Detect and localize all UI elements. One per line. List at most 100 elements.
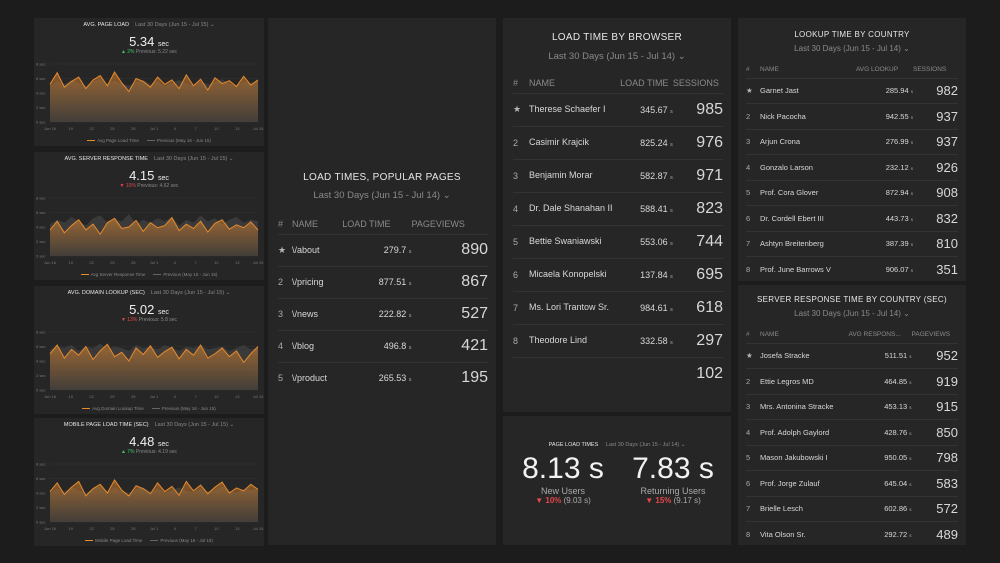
row-rank: 3 — [746, 128, 760, 155]
table-row[interactable]: ★ Josefa Stracke 511.51 s 952 — [746, 342, 958, 369]
table-row[interactable]: 6 Prof. Jorge Zulauf 645.04 s 583 — [746, 470, 958, 496]
table-row[interactable]: ★ Garnet Jast 285.94 s 982 — [746, 77, 958, 104]
col-time: AVG RESPONS... — [848, 331, 901, 339]
table-row[interactable]: 2 \/pricing 877.51 s 867 — [278, 265, 488, 298]
table-row[interactable]: 3 Benjamin Morar 582.87 s 971 — [513, 158, 723, 192]
row-time-value: 825.24 — [640, 137, 668, 148]
card-previous: Previous: 4.62 sec — [137, 183, 179, 189]
row-rank: 3 — [278, 297, 292, 330]
row-count: 572 — [911, 495, 958, 522]
table-row[interactable]: 5 \/product 265.53 s 195 — [278, 361, 488, 394]
x-tick-label: Jun 16 — [44, 126, 57, 131]
table-row[interactable]: 4 Dr. Dale Shanahan II 588.41 s 823 — [513, 191, 723, 225]
y-tick-label: 6 sec — [36, 76, 46, 81]
table-row[interactable]: ★ \/about 279.7 s 890 — [278, 233, 488, 266]
y-tick-label: 4 sec — [36, 491, 46, 496]
row-rank: 7 — [746, 495, 760, 522]
table-row[interactable]: 7 Ashtyn Breitenberg 387.39 s 810 — [746, 230, 958, 257]
card-delta-pct: 10% — [125, 183, 136, 189]
row-rank-number: 7 — [746, 504, 751, 514]
col-name: NAME — [760, 331, 779, 339]
table-row[interactable]: 5 Prof. Cora Glover 872.94 s 908 — [746, 179, 958, 206]
table-row[interactable]: 4 Prof. Adolph Gaylord 428.76 s 850 — [746, 419, 958, 445]
table-row[interactable]: 6 Dr. Cordell Ebert III 443.73 s 832 — [746, 205, 958, 231]
x-tick-label: 4 — [174, 394, 177, 399]
popular-pages-range[interactable]: Last 30 Days (Jun 15 - Jul 14) ⌄ — [268, 190, 496, 201]
row-time: 984.61 s — [620, 290, 673, 324]
table-row[interactable]: 5 Bettie Swaniawski 553.06 s 744 — [513, 224, 723, 258]
row-name: Mrs. Antonina Stracke — [760, 393, 849, 420]
table-row[interactable]: 4 \/blog 496.8 s 421 — [278, 329, 488, 362]
row-rank: 4 — [746, 154, 760, 180]
kpi-range[interactable]: Last 30 Days (Jun 15 - Jul 14) — [605, 442, 680, 448]
col-rank: # — [746, 331, 750, 339]
table-row[interactable]: 8 Prof. June Barrows V 906.07 s 351 — [746, 256, 958, 281]
x-tick-label: 19 — [69, 394, 74, 399]
row-time-unit: s — [670, 240, 673, 247]
row-time-unit: s — [670, 273, 673, 280]
current-series-area — [50, 217, 258, 256]
row-count: 695 — [672, 257, 723, 291]
legend-current-swatch — [82, 408, 91, 410]
x-tick-label: 25 — [110, 394, 115, 399]
card-range[interactable]: Last 30 Days (Jun 15 - Jul 15) — [150, 290, 225, 296]
row-time-value: 872.94 — [885, 188, 909, 198]
table-row[interactable]: 4 Gonzalo Larson 232.12 s 926 — [746, 154, 958, 180]
chevron-down-icon: ⌄ — [680, 442, 686, 448]
country-response-title: SERVER RESPONSE TIME BY COUNTRY (SEC) — [757, 295, 947, 304]
kpi-new-users: 8.13 s New Users ▼ 10% (9.03 s) — [509, 452, 617, 505]
country-lookup-range[interactable]: Last 30 Days (Jun 15 - Jul 14) ⌄ — [738, 44, 966, 53]
card-range[interactable]: Last 30 Days (Jun 15 - Jul 15) — [154, 422, 228, 428]
table-row[interactable]: 7 Brielle Lesch 602.86 s 572 — [746, 495, 958, 522]
table-row[interactable]: 102 — [513, 356, 723, 390]
row-time-value: 332.58 — [640, 335, 668, 346]
table-row[interactable]: 3 Mrs. Antonina Stracke 453.13 s 915 — [746, 393, 958, 420]
table-row[interactable]: 7 Ms. Lori Trantow Sr. 984.61 s 618 — [513, 290, 723, 324]
table-row[interactable]: ★ Therese Schaefer I 345.67 s 985 — [513, 92, 723, 126]
row-count: 850 — [911, 419, 958, 445]
metric-card: AVG. DOMAIN LOOKUP (SEC) Last 30 Days (Ju… — [34, 286, 264, 414]
table-row[interactable]: 2 Nick Pacocha 942.55 s 937 — [746, 103, 958, 129]
table-row[interactable]: 6 Micaela Konopelski 137.84 s 695 — [513, 257, 723, 291]
row-name: Micaela Konopelski — [529, 257, 621, 291]
card-title: AVG. DOMAIN LOOKUP (SEC) — [67, 290, 145, 296]
legend-current-swatch — [85, 540, 94, 542]
y-tick-label: 6 sec — [36, 476, 46, 481]
row-count: 102 — [672, 356, 723, 390]
browser-range[interactable]: Last 30 Days (Jun 15 - Jul 14) ⌄ — [503, 51, 731, 62]
row-count: 908 — [913, 179, 958, 206]
row-time-unit: s — [670, 207, 673, 214]
legend-current-swatch — [87, 140, 96, 142]
country-response-range[interactable]: Last 30 Days (Jun 15 - Jul 14) ⌄ — [738, 309, 966, 318]
card-range[interactable]: Last 30 Days (Jun 15 - Jul 15) — [153, 156, 228, 162]
table-row[interactable]: 2 Casimir Krajcik 825.24 s 976 — [513, 125, 723, 159]
table-row[interactable]: 8 Vita Olson Sr. 292.72 s 489 — [746, 521, 958, 545]
table-row[interactable]: 3 \/news 222.82 s 527 — [278, 297, 488, 330]
row-name: \/product — [292, 361, 343, 394]
row-time: 906.07 s — [855, 256, 913, 281]
card-value-unit: sec — [158, 309, 169, 316]
delta-arrow-icon: ▲ — [120, 449, 126, 455]
card-legend: Avg Domain Lookup Time Previous (May 16 -… — [34, 406, 264, 411]
row-rank-number: 2 — [278, 277, 284, 287]
row-rank-number: 3 — [746, 402, 751, 412]
popular-pages-table: # NAME LOAD TIME PAGEVIEWS ★ \/about 279.7… — [278, 214, 488, 394]
kpi-previous: (9.03 s) — [563, 496, 591, 505]
card-range[interactable]: Last 30 Days (Jun 15 - Jul 15) — [135, 22, 209, 28]
row-time: 453.13 s — [848, 393, 912, 420]
table-row[interactable]: 3 Arjun Crona 276.99 s 937 — [746, 128, 958, 155]
row-name: Nick Pacocha — [760, 103, 856, 129]
legend-previous: Previous (May 16 - Jul 15) — [160, 538, 213, 543]
row-rank: ★ — [513, 92, 529, 126]
kpi-change-pct: 15% — [655, 496, 672, 505]
x-tick-label: Jul 15 — [253, 526, 264, 531]
kpi-title: PAGE LOAD TIMES — [548, 442, 599, 448]
card-delta: ▲ 2% Previous: 5.22 sec — [34, 49, 264, 55]
table-row[interactable]: 8 Theodore Lind 332.58 s 297 — [513, 323, 723, 357]
table-row[interactable]: 5 Mason Jakubowski I 950.05 s 798 — [746, 444, 958, 471]
table-row[interactable]: 2 Ettie Legros MD 464.85 s 919 — [746, 368, 958, 394]
col-count: SESSIONS — [913, 66, 947, 74]
x-tick-label: 22 — [89, 526, 94, 531]
row-rank-number: 5 — [746, 453, 751, 463]
row-name: Josefa Stracke — [760, 342, 849, 369]
